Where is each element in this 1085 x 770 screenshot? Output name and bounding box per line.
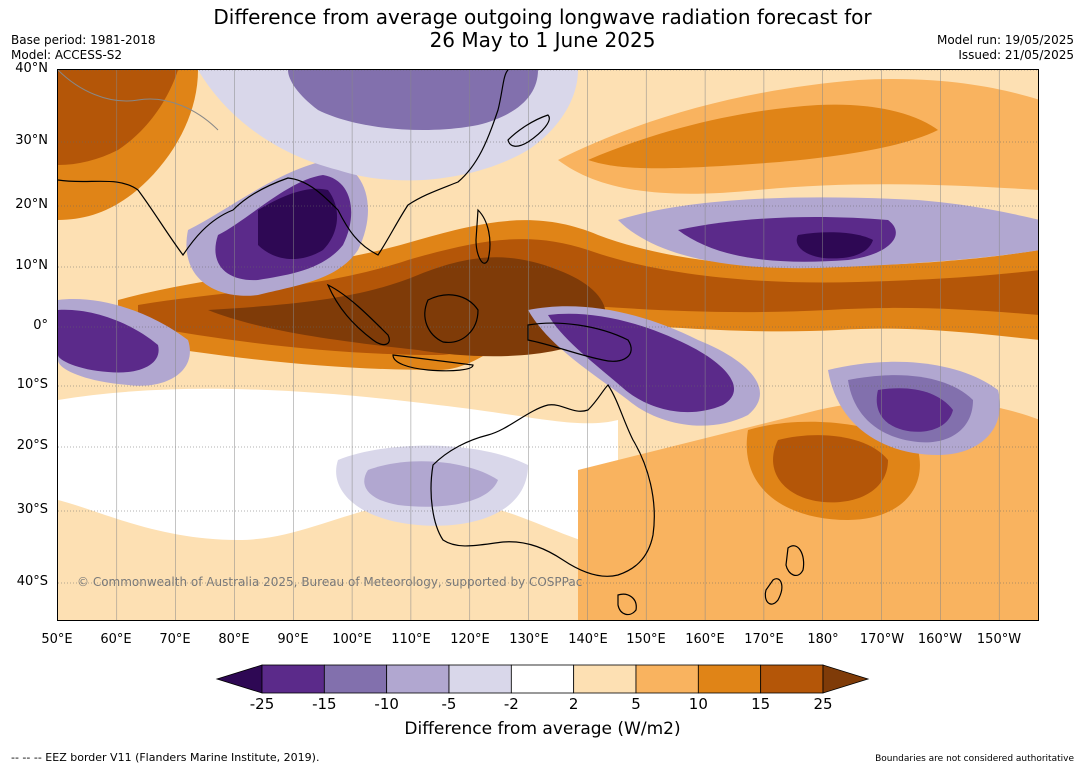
colorbar-tick-label: 25 <box>813 695 833 713</box>
lon-label: 50°E <box>41 632 73 647</box>
lon-label: 70°E <box>159 632 191 647</box>
lat-label: 10°N <box>15 258 48 273</box>
boundaries-disclaimer: Boundaries are not considered authoritat… <box>875 754 1074 764</box>
colorbar-tick-label: -5 <box>441 695 457 713</box>
colorbar-cell <box>386 664 450 694</box>
colorbar <box>215 664 870 694</box>
lon-label: 150°W <box>976 632 1022 647</box>
new-guinea-outline <box>527 322 632 362</box>
lon-label: 110°E <box>391 632 431 647</box>
lon-label: 120°E <box>450 632 490 647</box>
map-title-line-1: Difference from average outgoing longwav… <box>213 5 872 29</box>
tasmania-outline <box>617 593 637 616</box>
colorbar-extend-low <box>215 664 263 694</box>
colorbar-cell <box>510 664 575 694</box>
colorbar-tick-label: -10 <box>374 695 399 713</box>
japan-outline <box>507 114 550 147</box>
eez-border-note: -- -- -- EEZ border V11 (Flanders Marine… <box>11 751 320 764</box>
java-outline <box>392 354 474 372</box>
olr-anomaly-map <box>58 70 1038 620</box>
model-run: Model run: 19/05/2025 <box>936 33 1074 47</box>
colorbar-tick-label: 15 <box>751 695 771 713</box>
lat-label: 30°S <box>16 502 48 517</box>
lat-label: 10°S <box>16 377 48 392</box>
lon-label: 160°W <box>917 632 963 647</box>
lon-label: 180° <box>807 632 839 647</box>
australia-outline <box>430 384 655 577</box>
borneo-outline <box>424 294 479 343</box>
colorbar-extend-high <box>822 664 870 694</box>
colorbar-cell <box>573 664 637 694</box>
colorbar-cell <box>323 664 388 694</box>
colorbar-tick-label: 2 <box>568 695 579 713</box>
meta-left: Base period: 1981-2018 Model: ACCESS-S2 <box>11 33 156 63</box>
colorbar-cell <box>760 664 824 694</box>
colorbar-cell <box>448 664 512 694</box>
model-name: Model: ACCESS-S2 <box>11 48 123 62</box>
lon-label: 80°E <box>218 632 250 647</box>
lat-label: 20°S <box>16 438 48 453</box>
lon-label: 170°E <box>744 632 784 647</box>
colorbar-tick-label: -2 <box>503 695 519 713</box>
country-borders <box>58 70 219 131</box>
sumatra-outline <box>326 283 390 346</box>
lat-label: 0° <box>33 318 48 333</box>
lat-label: 30°N <box>15 133 48 148</box>
philippines-outline <box>475 208 491 264</box>
map-title-line-2: 26 May to 1 June 2025 <box>429 28 656 52</box>
colorbar-cell <box>635 664 699 694</box>
lat-label: 40°S <box>16 574 48 589</box>
lon-label: 150°E <box>626 632 666 647</box>
new-zealand-outline <box>764 545 805 605</box>
colorbar-label: Difference from average (W/m2) <box>404 719 681 739</box>
lat-label: 40°N <box>15 61 48 76</box>
base-period: Base period: 1981-2018 <box>11 33 156 47</box>
colorbar-tick-label: -15 <box>312 695 337 713</box>
colorbar-tick-label: 5 <box>631 695 641 713</box>
issued-date: Issued: 21/05/2025 <box>958 48 1074 62</box>
lon-label: 140°E <box>568 632 608 647</box>
map-area <box>57 69 1039 621</box>
meta-right: Model run: 19/05/2025 Issued: 21/05/2025 <box>937 33 1074 63</box>
colorbar-cell <box>697 664 762 694</box>
lon-label: 170°W <box>859 632 905 647</box>
lon-label: 130°E <box>509 632 549 647</box>
lon-label: 90°E <box>277 632 309 647</box>
colorbar-cell <box>261 664 325 694</box>
asia-coastline <box>58 70 509 257</box>
lon-label: 60°E <box>100 632 132 647</box>
lon-label: 160°E <box>685 632 725 647</box>
colorbar-tick-label: 10 <box>688 695 708 713</box>
colorbar-tick-label: -25 <box>249 695 275 713</box>
copyright-notice: © Commonwealth of Australia 2025, Bureau… <box>77 575 583 589</box>
lon-label: 100°E <box>332 632 372 647</box>
lat-label: 20°N <box>15 197 48 212</box>
